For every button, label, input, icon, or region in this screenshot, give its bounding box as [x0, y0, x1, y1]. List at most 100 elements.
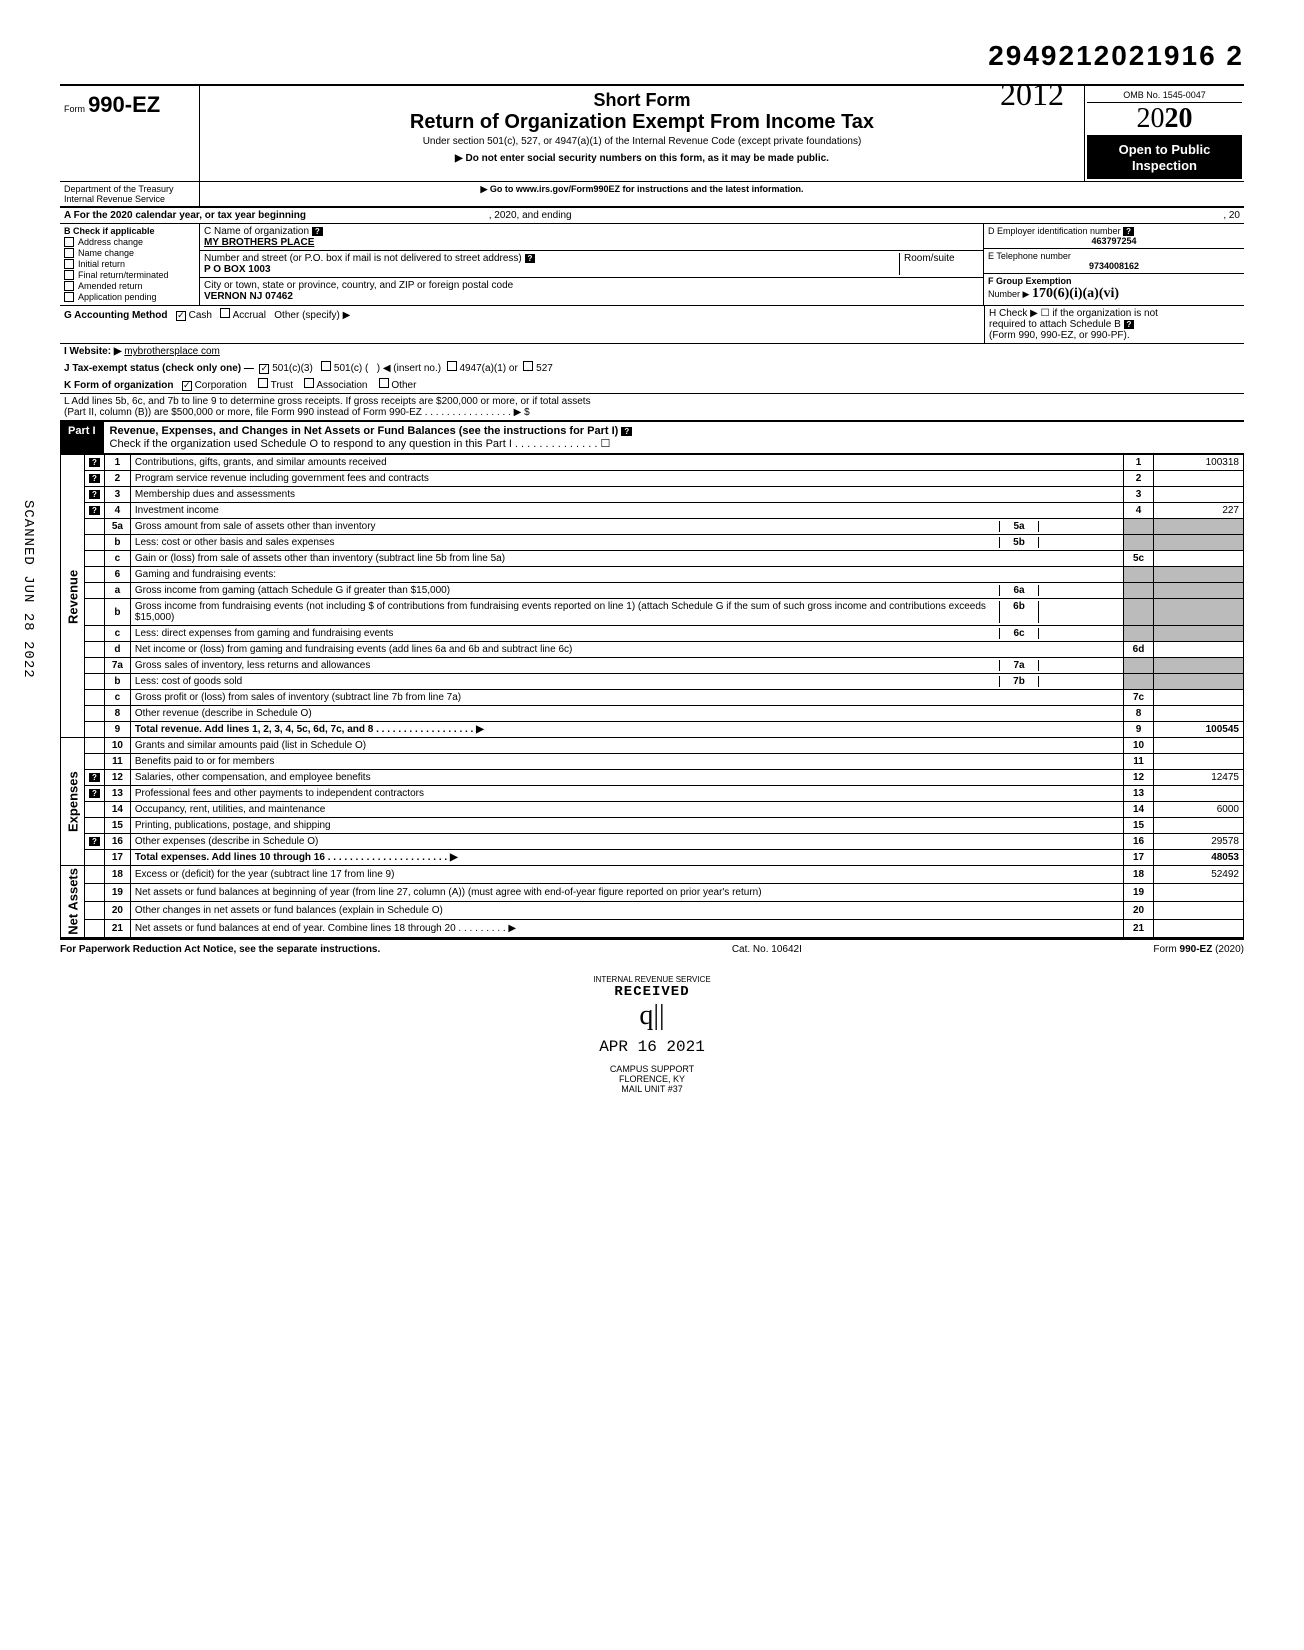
checkbox-527[interactable] [523, 361, 533, 371]
line-number: b [104, 674, 130, 690]
check-name-change[interactable]: Name change [64, 248, 195, 258]
table-row: Net Assets18Excess or (deficit) for the … [61, 866, 1244, 884]
header-title: Return of Organization Exempt From Incom… [210, 111, 1074, 134]
help-cell [85, 658, 105, 674]
amount-cell[interactable]: 29578 [1154, 834, 1244, 850]
amount-cell[interactable] [1154, 738, 1244, 754]
amount-cell[interactable] [1154, 658, 1244, 674]
help-icon[interactable]: ? [89, 789, 100, 798]
amount-cell[interactable]: 100318 [1154, 455, 1244, 471]
line-description: Net income or (loss) from gaming and fun… [130, 642, 1123, 658]
inner-box-num: 5a [999, 521, 1039, 532]
help-cell: ? [85, 455, 105, 471]
cash-label: Cash [189, 310, 212, 321]
checkbox-trust[interactable] [258, 378, 268, 388]
help-icon[interactable]: ? [89, 773, 100, 782]
help-icon[interactable]: ? [89, 474, 100, 483]
trust-label: Trust [271, 380, 293, 391]
amount-cell[interactable] [1154, 919, 1244, 937]
amount-cell[interactable] [1154, 519, 1244, 535]
amount-cell[interactable]: 12475 [1154, 770, 1244, 786]
name-label: C Name of organization [204, 226, 309, 237]
help-icon[interactable]: ? [312, 227, 323, 236]
help-icon[interactable]: ? [525, 254, 536, 263]
amount-cell[interactable] [1154, 642, 1244, 658]
scanned-stamp: SCANNED JUN 28 2022 [20, 500, 36, 679]
checkbox-501c3[interactable]: ✓ [259, 364, 269, 374]
help-cell [85, 519, 105, 535]
check-initial-return[interactable]: Initial return [64, 259, 195, 269]
table-row: ?4Investment income4227 [61, 503, 1244, 519]
amount-cell[interactable] [1154, 626, 1244, 642]
document-id: 2949212021916 2 [60, 40, 1244, 72]
checkbox-cash[interactable]: ✓ [176, 311, 186, 321]
stamp-received: RECEIVED [60, 984, 1244, 1000]
checkbox-assoc[interactable] [304, 378, 314, 388]
check-amended[interactable]: Amended return [64, 281, 195, 291]
line-description: Printing, publications, postage, and shi… [130, 818, 1123, 834]
amount-cell[interactable] [1154, 567, 1244, 583]
amount-cell[interactable] [1154, 583, 1244, 599]
amount-cell[interactable]: 6000 [1154, 802, 1244, 818]
line-a-mid: , 2020, and ending [489, 210, 572, 221]
checkbox-501c[interactable] [321, 361, 331, 371]
tel-label: E Telephone number [988, 251, 1071, 261]
amount-cell[interactable] [1154, 754, 1244, 770]
table-row: ?3Membership dues and assessments3 [61, 487, 1244, 503]
ein-value: 463797254 [988, 236, 1240, 246]
help-cell [85, 535, 105, 551]
line-description: Total expenses. Add lines 10 through 16 … [130, 850, 1123, 866]
line-description: Contributions, gifts, grants, and simila… [130, 455, 1123, 471]
stamp-campus3: MAIL UNIT #37 [60, 1084, 1244, 1094]
help-icon[interactable]: ? [89, 506, 100, 515]
amount-cell[interactable] [1154, 884, 1244, 902]
table-row: cGross profit or (loss) from sales of in… [61, 690, 1244, 706]
help-icon[interactable]: ? [1123, 227, 1134, 236]
help-icon[interactable]: ? [1124, 320, 1135, 329]
help-icon[interactable]: ? [621, 427, 632, 436]
city-label: City or town, state or province, country… [204, 280, 513, 291]
amount-cell[interactable] [1154, 902, 1244, 920]
checkbox-other-org[interactable] [379, 378, 389, 388]
help-icon[interactable]: ? [89, 490, 100, 499]
amount-cell[interactable]: 227 [1154, 503, 1244, 519]
amount-cell[interactable] [1154, 706, 1244, 722]
help-cell [85, 551, 105, 567]
checkbox-corp[interactable]: ✓ [182, 381, 192, 391]
amount-cell[interactable] [1154, 535, 1244, 551]
checkbox-4947[interactable] [447, 361, 457, 371]
line-number: d [104, 642, 130, 658]
tax-status-label: J Tax-exempt status (check only one) — [64, 363, 254, 374]
org-name: MY BROTHERS PLACE [204, 237, 314, 248]
row-l-line1: L Add lines 5b, 6c, and 7b to line 9 to … [64, 396, 1240, 407]
amount-cell[interactable] [1154, 599, 1244, 626]
footer-mid: Cat. No. 10642I [732, 944, 802, 955]
website-value: mybrothersplace com [124, 346, 220, 357]
open-public-badge: Open to Public Inspection [1087, 136, 1242, 179]
hand-initial: q|| [60, 1000, 1244, 1032]
check-address-change[interactable]: Address change [64, 237, 195, 247]
amount-cell[interactable] [1154, 786, 1244, 802]
amount-cell[interactable] [1154, 487, 1244, 503]
checkbox-accrual[interactable] [220, 308, 230, 318]
room-label: Room/suite [899, 253, 979, 275]
amount-cell[interactable] [1154, 674, 1244, 690]
box-number: 11 [1124, 754, 1154, 770]
amount-cell[interactable]: 100545 [1154, 722, 1244, 738]
line-description: Gross profit or (loss) from sales of inv… [130, 690, 1123, 706]
info-grid: B Check if applicable Address change Nam… [60, 224, 1244, 306]
amount-cell[interactable] [1154, 818, 1244, 834]
amount-cell[interactable] [1154, 690, 1244, 706]
amount-cell[interactable] [1154, 471, 1244, 487]
help-icon[interactable]: ? [89, 837, 100, 846]
h-label3: (Form 990, 990-EZ, or 990-PF). [989, 330, 1130, 341]
dept-treasury: Department of the Treasury [64, 184, 195, 194]
box-number: 2 [1124, 471, 1154, 487]
amount-cell[interactable]: 48053 [1154, 850, 1244, 866]
help-icon[interactable]: ? [89, 458, 100, 467]
check-final-return[interactable]: Final return/terminated [64, 270, 195, 280]
check-pending[interactable]: Application pending [64, 292, 195, 302]
line-description: Occupancy, rent, utilities, and maintena… [130, 802, 1123, 818]
amount-cell[interactable] [1154, 551, 1244, 567]
amount-cell[interactable]: 52492 [1154, 866, 1244, 884]
